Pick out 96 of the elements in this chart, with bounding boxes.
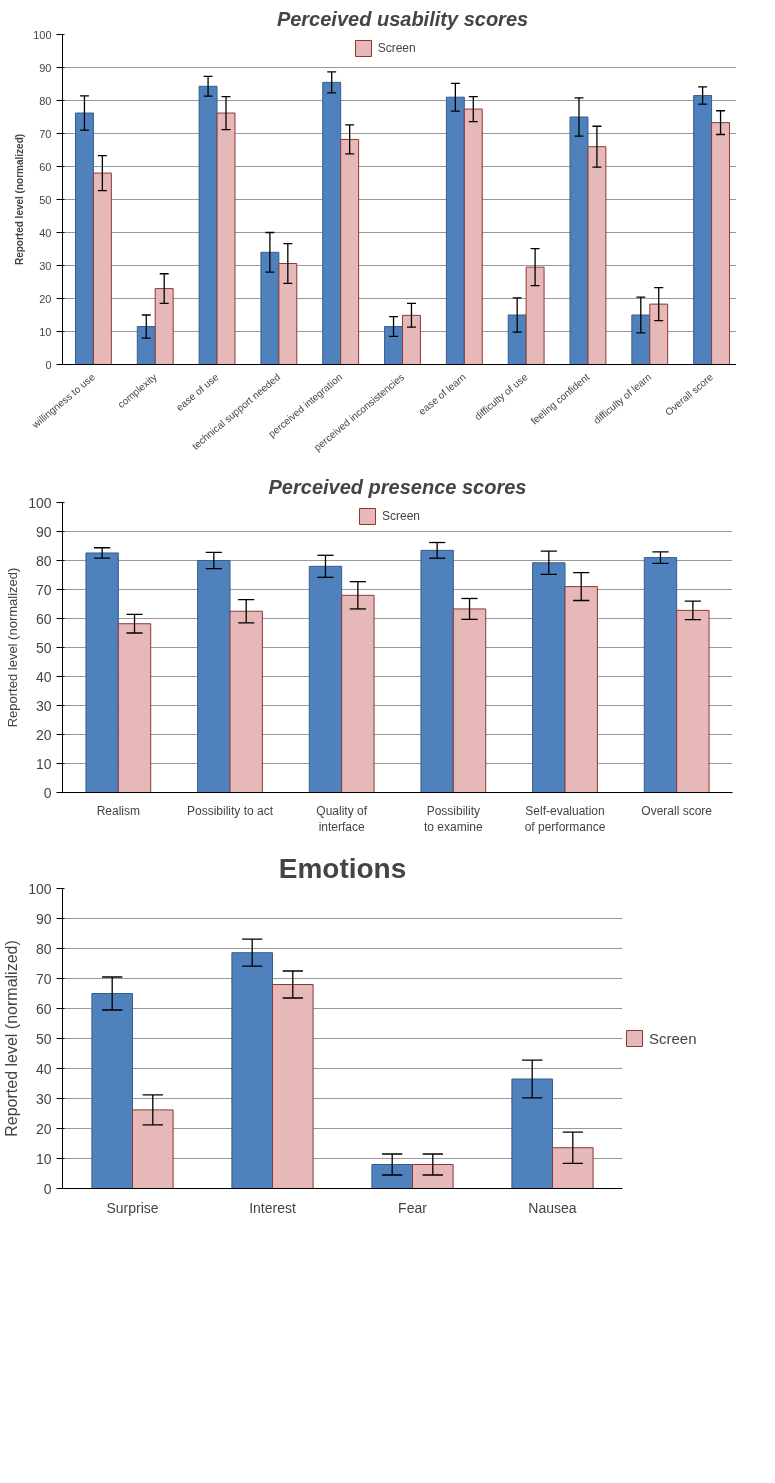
- x-tick-label: Self-evaluation of performance: [524, 803, 606, 835]
- bar: [308, 565, 343, 793]
- bar: [198, 85, 218, 365]
- y-tick-label: 80: [35, 940, 52, 957]
- x-tick-label: Interest: [249, 1199, 296, 1216]
- y-tick-label: 50: [35, 1030, 52, 1047]
- x-tick-label: Possibility to act: [186, 803, 274, 818]
- bar: [260, 251, 280, 365]
- legend-label: Screen: [377, 41, 416, 55]
- y-tick-label: 80: [39, 94, 52, 107]
- y-tick-label: 70: [39, 127, 52, 140]
- y-tick-label: 100: [28, 880, 52, 897]
- legend-label: Screen: [382, 509, 421, 523]
- bar: [649, 303, 669, 365]
- bar: [511, 1078, 553, 1189]
- bar: [384, 326, 403, 365]
- bar: [197, 560, 231, 793]
- bar: [216, 112, 236, 365]
- x-tick-label: Fear: [398, 1199, 428, 1216]
- y-tick-label: 30: [35, 1090, 52, 1107]
- y-axis-title: Reported level (normalized): [3, 940, 21, 1137]
- bar: [136, 326, 156, 365]
- bar: [371, 1164, 413, 1189]
- y-tick-label: 30: [39, 259, 52, 272]
- chart-title: Perceived usability scores: [276, 7, 529, 30]
- y-tick-label: 70: [35, 970, 52, 987]
- bar: [631, 314, 651, 365]
- y-tick-label: 0: [43, 1180, 52, 1197]
- y-tick-label: 20: [35, 1120, 52, 1137]
- x-tick-label: Possibility to examine: [423, 803, 484, 835]
- y-tick-label: 100: [28, 494, 52, 511]
- y-axis-title: Reported level (normalized): [5, 567, 21, 728]
- bar: [711, 122, 731, 365]
- bar: [412, 1164, 454, 1189]
- y-tick-label: 90: [35, 910, 52, 927]
- bar: [278, 263, 298, 365]
- y-tick-label: 0: [45, 358, 52, 371]
- x-tick-label: Realism: [96, 803, 141, 818]
- bar: [569, 116, 589, 365]
- bar: [340, 138, 360, 365]
- bar: [229, 610, 263, 793]
- bar: [91, 993, 133, 1189]
- y-tick-label: 60: [39, 160, 52, 173]
- y-tick-label: 100: [33, 28, 52, 41]
- y-tick-label: 20: [35, 726, 52, 743]
- y-tick-label: 80: [35, 552, 52, 569]
- y-tick-label: 30: [35, 697, 52, 714]
- legend-label: Screen: [649, 1029, 697, 1047]
- bar: [676, 609, 710, 793]
- bar: [231, 952, 273, 1189]
- y-tick-label: 90: [39, 61, 52, 74]
- chart-title: Perceived presence scores: [268, 475, 527, 498]
- y-tick-label: 10: [35, 755, 52, 772]
- y-tick-label: 0: [43, 784, 52, 801]
- bar: [74, 112, 94, 365]
- x-tick-label: Nausea: [528, 1199, 577, 1216]
- y-tick-label: 50: [39, 193, 52, 206]
- x-tick-label: ease of learn: [416, 371, 468, 417]
- y-tick-label: 90: [35, 523, 52, 540]
- y-tick-label: 20: [39, 292, 52, 305]
- bar: [154, 288, 174, 365]
- bar: [132, 1109, 174, 1189]
- y-tick-label: 60: [35, 1000, 52, 1017]
- bar: [552, 1147, 594, 1189]
- bar: [85, 552, 119, 793]
- bar: [92, 172, 112, 365]
- y-tick-label: 40: [35, 668, 52, 685]
- y-tick-label: 70: [35, 581, 52, 598]
- bar: [587, 146, 607, 365]
- bar: [452, 608, 487, 793]
- bar: [322, 81, 342, 365]
- bar: [402, 314, 421, 365]
- y-tick-label: 50: [35, 639, 52, 656]
- chart-title: Emotions: [278, 852, 407, 884]
- bar: [507, 314, 527, 365]
- x-tick-label: ease of use: [173, 371, 221, 414]
- y-tick-label: 60: [35, 610, 52, 627]
- bar: [564, 586, 598, 793]
- x-tick-label: Quality of interface: [316, 803, 368, 835]
- bar: [643, 557, 678, 793]
- bar: [117, 623, 152, 793]
- y-tick-label: 10: [35, 1150, 52, 1167]
- y-axis-title: Reported level (normalized): [14, 133, 26, 266]
- bar: [525, 266, 545, 365]
- bar: [445, 96, 465, 365]
- y-tick-label: 40: [39, 226, 52, 239]
- bar: [341, 594, 375, 793]
- bar: [463, 108, 483, 365]
- bar: [693, 95, 713, 365]
- x-tick-label: Overall score: [641, 803, 713, 818]
- y-tick-label: 40: [35, 1060, 52, 1077]
- x-tick-label: Surprise: [106, 1199, 159, 1216]
- bar: [420, 549, 454, 793]
- bar: [532, 562, 566, 793]
- y-tick-label: 10: [39, 325, 52, 338]
- bar: [272, 984, 314, 1189]
